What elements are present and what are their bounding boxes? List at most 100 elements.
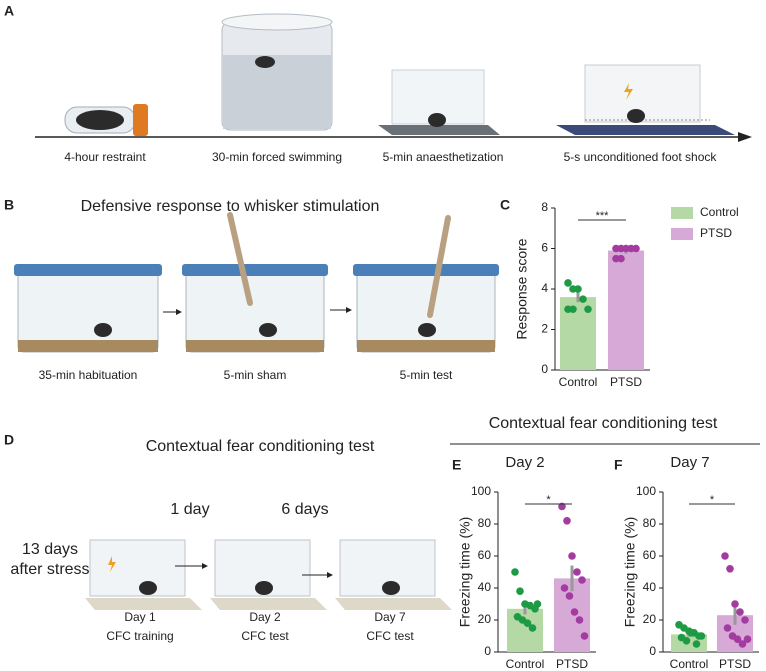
- legend-label: Control: [700, 205, 739, 219]
- panel-label: F: [614, 457, 623, 473]
- panel-label: B: [4, 197, 14, 213]
- y-tick-label: 2: [541, 322, 548, 336]
- data-point: [565, 592, 574, 600]
- data-point: [731, 600, 739, 608]
- data-point: [579, 295, 587, 303]
- data-point: [682, 637, 691, 645]
- step-label: 4-hour restraint: [64, 150, 146, 164]
- step-label: 5-min test: [400, 368, 453, 382]
- bar: [507, 608, 543, 652]
- x-tick-label: Control: [670, 657, 709, 671]
- y-tick-label: 80: [478, 516, 492, 530]
- x-tick-label: Control: [506, 657, 545, 671]
- step-label: CFC training: [106, 629, 173, 643]
- data-point: [617, 254, 625, 263]
- data-point: [533, 600, 542, 608]
- legend-swatch: [671, 207, 693, 219]
- data-point: [573, 568, 581, 576]
- y-tick-label: 60: [643, 548, 657, 562]
- data-point: [511, 568, 519, 576]
- y-tick-label: 100: [636, 484, 656, 498]
- step-label: CFC test: [366, 629, 414, 643]
- data-point: [568, 552, 576, 560]
- bar: [608, 250, 644, 370]
- legend-swatch: [671, 228, 693, 240]
- interval: 6 days: [281, 501, 328, 518]
- x-tick-label: PTSD: [610, 375, 642, 389]
- data-point: [563, 517, 571, 525]
- legend-label: PTSD: [700, 226, 732, 240]
- step-label: CFC test: [241, 629, 289, 643]
- y-tick-label: 40: [478, 580, 492, 594]
- data-point: [528, 624, 537, 632]
- data-point: [697, 632, 706, 640]
- significance-label: *: [710, 494, 715, 506]
- step-label: 30-min forced swimming: [212, 150, 342, 164]
- x-tick-label: PTSD: [556, 657, 588, 671]
- x-tick-label: Control: [559, 375, 598, 389]
- data-point: [723, 624, 732, 632]
- cage-art: [14, 212, 499, 353]
- panel-title: Defensive response to whisker stimulatio…: [81, 198, 380, 215]
- data-point: [516, 587, 524, 595]
- data-point: [570, 608, 579, 616]
- data-point: [743, 635, 752, 643]
- data-point: [736, 608, 744, 616]
- data-point: [687, 629, 696, 637]
- panel-label: E: [452, 457, 461, 473]
- cfc-art: [85, 539, 452, 610]
- y-axis-label: Freezing time (%): [622, 517, 638, 627]
- y-tick-label: 4: [541, 281, 548, 295]
- data-point: [574, 285, 582, 293]
- y-axis-label: Response score: [514, 238, 530, 339]
- y-tick-label: 40: [643, 580, 657, 594]
- note: 13 days: [22, 541, 78, 558]
- panel-title: Contextual fear conditioning test: [146, 438, 375, 455]
- y-tick-label: 20: [643, 612, 657, 626]
- data-point: [523, 619, 532, 627]
- data-point: [569, 305, 577, 314]
- y-tick-label: 8: [541, 200, 548, 214]
- data-point: [726, 565, 734, 573]
- note: after stress: [10, 561, 89, 578]
- panel-label: A: [4, 3, 14, 19]
- chart-title: Day 7: [670, 454, 709, 471]
- data-point: [564, 279, 572, 287]
- step-label: Day 7: [374, 610, 406, 624]
- x-tick-label: PTSD: [719, 657, 751, 671]
- data-point: [578, 576, 586, 584]
- panel-title: Contextual fear conditioning test: [489, 415, 718, 432]
- panel-label: D: [4, 432, 14, 448]
- step-label: 35-min habituation: [39, 368, 138, 382]
- data-point: [632, 244, 640, 253]
- y-tick-label: 0: [484, 644, 491, 658]
- data-point: [733, 635, 742, 643]
- panel-label: C: [500, 197, 510, 213]
- data-point: [741, 616, 749, 624]
- data-point: [560, 584, 569, 592]
- y-tick-label: 0: [541, 362, 548, 376]
- y-tick-label: 0: [649, 644, 656, 658]
- data-point: [580, 632, 589, 640]
- data-point: [692, 640, 701, 648]
- y-tick-label: 20: [478, 612, 492, 626]
- step-label: Day 1: [124, 610, 156, 624]
- step-label: 5-min sham: [224, 368, 287, 382]
- y-tick-label: 60: [478, 548, 492, 562]
- significance-label: *: [546, 494, 551, 506]
- significance-label: ***: [596, 210, 610, 222]
- data-point: [584, 305, 592, 314]
- data-point: [575, 616, 584, 624]
- data-point: [738, 640, 747, 648]
- y-tick-label: 80: [643, 516, 657, 530]
- step-label: Day 2: [249, 610, 281, 624]
- step-label: 5-min anaesthetization: [383, 150, 504, 164]
- chart-title: Day 2: [505, 454, 544, 471]
- interval: 1 day: [170, 501, 209, 518]
- data-point: [721, 552, 729, 560]
- y-axis-label: Freezing time (%): [457, 517, 473, 627]
- y-tick-label: 100: [471, 484, 491, 498]
- step-label: 5-s unconditioned foot shock: [564, 150, 718, 164]
- timeline-art: [35, 13, 752, 142]
